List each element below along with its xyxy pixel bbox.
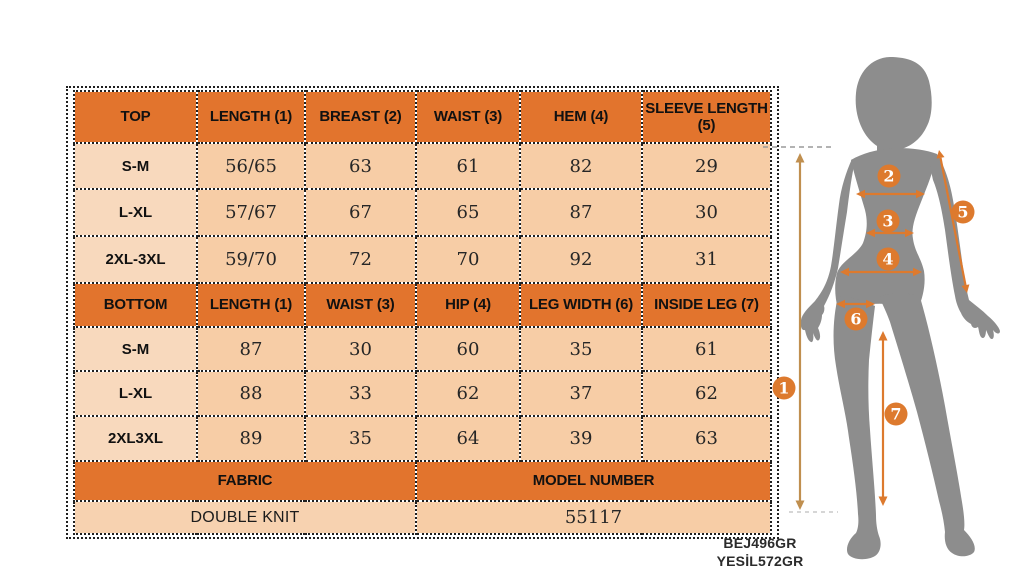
size-value-cell: 87 — [519, 188, 643, 237]
size-value-cell: 31 — [641, 235, 772, 284]
size-value-cell: 88 — [196, 370, 306, 417]
marker-number: 3 — [882, 212, 893, 231]
header-cell-bottom: BOTTOM — [73, 282, 198, 328]
size-value-cell: 63 — [304, 142, 417, 190]
marker-badge-2: 2 — [877, 164, 901, 188]
silhouette-left-leg — [833, 296, 881, 560]
header-cell-fabric: FABRIC — [73, 460, 417, 502]
size-value-cell: 39 — [519, 415, 643, 462]
top-header-row: TOP LENGTH (1) BREAST (2) WAIST (3) HEM … — [73, 90, 772, 144]
size-value-cell: 82 — [519, 142, 643, 190]
size-value-cell: 33 — [304, 370, 417, 417]
size-value-cell: 37 — [519, 370, 643, 417]
size-value-cell: 63 — [641, 415, 772, 462]
size-label-cell: L-XL — [73, 188, 198, 237]
size-value-cell: 30 — [304, 326, 417, 372]
marker-badge-5: 5 — [951, 200, 975, 224]
size-value-cell: 30 — [641, 188, 772, 237]
marker-number: 4 — [882, 250, 893, 269]
size-value-cell: 61 — [641, 326, 772, 372]
silhouette-right-leg — [879, 293, 975, 557]
size-value-cell: 35 — [519, 326, 643, 372]
marker-number: 7 — [890, 405, 901, 424]
fabric-value-cell: DOUBLE KNIT — [73, 500, 417, 535]
size-value-cell: 60 — [415, 326, 521, 372]
marker-number: 1 — [778, 379, 789, 398]
header-cell-sleeve-length: SLEEVE LENGTH (5) — [641, 90, 772, 144]
product-code-line: YESİL572GR — [716, 553, 804, 569]
marker-badge-4: 4 — [876, 247, 900, 271]
marker-badge-6: 6 — [844, 307, 868, 331]
woman-silhouette — [800, 56, 1000, 560]
marker-number: 5 — [957, 203, 968, 222]
size-value-cell: 29 — [641, 142, 772, 190]
measure-line-1 — [795, 153, 805, 510]
size-value-cell: 65 — [415, 188, 521, 237]
size-value-cell: 70 — [415, 235, 521, 284]
size-value-cell: 62 — [641, 370, 772, 417]
header-cell-waist: WAIST (3) — [415, 90, 521, 144]
product-codes: BEJ496GR YESİL572GR — [700, 534, 820, 570]
size-label-cell: 2XL-3XL — [73, 235, 198, 284]
size-value-cell: 67 — [304, 188, 417, 237]
marker-number: 2 — [883, 167, 894, 186]
size-value-cell: 87 — [196, 326, 306, 372]
header-cell-hip: HIP (4) — [415, 282, 521, 328]
table-row: L-XL 57/67 67 65 87 30 — [73, 188, 772, 237]
bottom-header-row: BOTTOM LENGTH (1) WAIST (3) HIP (4) LEG … — [73, 282, 772, 328]
info-value-row: DOUBLE KNIT 55117 — [73, 500, 772, 535]
size-label-cell: S-M — [73, 142, 198, 190]
size-value-cell: 72 — [304, 235, 417, 284]
header-cell-length: LENGTH (1) — [196, 282, 306, 328]
size-label-cell: L-XL — [73, 370, 198, 417]
header-cell-waist: WAIST (3) — [304, 282, 417, 328]
marker-badge-1: 1 — [772, 376, 796, 400]
size-value-cell: 61 — [415, 142, 521, 190]
header-cell-top: TOP — [73, 90, 198, 144]
measure-arrow-6 — [836, 299, 875, 309]
marker-number: 6 — [850, 310, 861, 329]
table-row: S-M 87 30 60 35 61 — [73, 326, 772, 372]
silhouette-head — [855, 56, 932, 151]
size-chart-table: TOP LENGTH (1) BREAST (2) WAIST (3) HEM … — [73, 90, 772, 535]
header-cell-inside-leg: INSIDE LEG (7) — [641, 282, 772, 328]
size-value-cell: 89 — [196, 415, 306, 462]
model-number-value-cell: 55117 — [415, 500, 772, 535]
silhouette-right-arm — [930, 154, 1000, 340]
table-row: S-M 56/65 63 61 82 29 — [73, 142, 772, 190]
header-cell-leg-width: LEG WIDTH (6) — [519, 282, 643, 328]
size-value-cell: 62 — [415, 370, 521, 417]
product-code-line: BEJ496GR — [723, 535, 797, 551]
header-cell-model-number: MODEL NUMBER — [415, 460, 772, 502]
size-value-cell: 56/65 — [196, 142, 306, 190]
header-cell-length: LENGTH (1) — [196, 90, 306, 144]
table-row: 2XL-3XL 59/70 72 70 92 31 — [73, 235, 772, 284]
table-row: L-XL 88 33 62 37 62 — [73, 370, 772, 417]
marker-badge-3: 3 — [876, 209, 900, 233]
size-value-cell: 64 — [415, 415, 521, 462]
size-label-cell: 2XL3XL — [73, 415, 198, 462]
header-cell-hem: HEM (4) — [519, 90, 643, 144]
size-value-cell: 35 — [304, 415, 417, 462]
size-label-cell: S-M — [73, 326, 198, 372]
size-value-cell: 92 — [519, 235, 643, 284]
measure-arrow-2 — [856, 189, 925, 199]
size-chart-table-frame: TOP LENGTH (1) BREAST (2) WAIST (3) HEM … — [66, 86, 779, 539]
info-header-row: FABRIC MODEL NUMBER — [73, 460, 772, 502]
marker-badge-7: 7 — [884, 402, 908, 426]
measure-arrow-4 — [840, 267, 922, 277]
table-row: 2XL3XL 89 35 64 39 63 — [73, 415, 772, 462]
size-value-cell: 57/67 — [196, 188, 306, 237]
measure-line-7 — [878, 331, 888, 506]
header-cell-breast: BREAST (2) — [304, 90, 417, 144]
silhouette-left-arm — [800, 159, 854, 343]
measure-line-5 — [936, 150, 970, 293]
size-value-cell: 59/70 — [196, 235, 306, 284]
measure-arrow-3 — [866, 228, 914, 238]
